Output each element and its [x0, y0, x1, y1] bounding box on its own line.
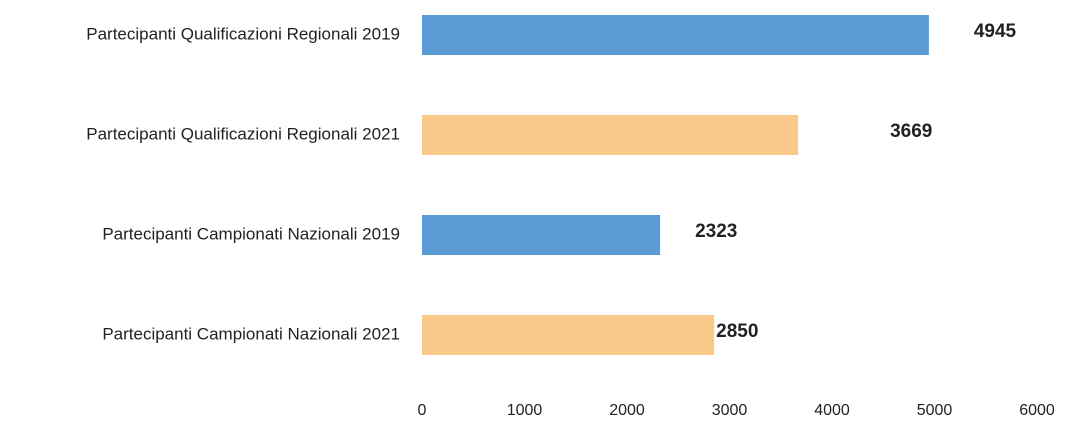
category-label: Partecipanti Qualificazioni Regionali 20… — [86, 24, 400, 43]
x-tick-label: 2000 — [609, 402, 645, 419]
value-label: 4945 — [974, 21, 1017, 42]
value-label: 2850 — [716, 321, 758, 342]
value-label: 3669 — [890, 121, 932, 142]
bar — [422, 15, 929, 55]
x-tick-label: 6000 — [1019, 402, 1055, 419]
value-label: 2323 — [695, 221, 737, 242]
bar — [422, 115, 799, 155]
x-tick-label: 1000 — [507, 402, 543, 419]
category-label: Partecipanti Qualificazioni Regionali 20… — [86, 124, 400, 143]
category-label: Partecipanti Campionati Nazionali 2019 — [102, 224, 400, 243]
bar — [422, 315, 715, 355]
bar — [422, 215, 661, 255]
x-tick-label: 3000 — [712, 402, 748, 419]
x-tick-label: 5000 — [917, 402, 953, 419]
category-label: Partecipanti Campionati Nazionali 2021 — [102, 324, 400, 343]
x-tick-label: 0 — [418, 402, 427, 419]
x-tick-label: 4000 — [814, 402, 850, 419]
